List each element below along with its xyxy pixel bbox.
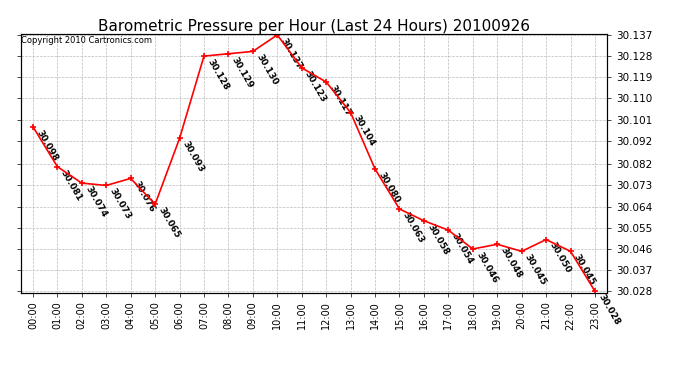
Text: 30.093: 30.093 <box>181 140 206 174</box>
Title: Barometric Pressure per Hour (Last 24 Hours) 20100926: Barometric Pressure per Hour (Last 24 Ho… <box>98 19 530 34</box>
Text: 30.098: 30.098 <box>34 128 59 162</box>
Text: 30.123: 30.123 <box>303 69 328 104</box>
Text: 30.129: 30.129 <box>230 55 255 90</box>
Text: 30.117: 30.117 <box>328 83 353 118</box>
Text: 30.046: 30.046 <box>474 251 500 285</box>
Text: Copyright 2010 Cartronics.com: Copyright 2010 Cartronics.com <box>21 36 152 45</box>
Text: 30.130: 30.130 <box>254 53 279 87</box>
Text: 30.074: 30.074 <box>83 184 108 219</box>
Text: 30.063: 30.063 <box>401 210 426 244</box>
Text: 30.048: 30.048 <box>499 246 524 280</box>
Text: 30.076: 30.076 <box>132 180 157 214</box>
Text: 30.081: 30.081 <box>59 168 83 202</box>
Text: 30.045: 30.045 <box>572 253 597 287</box>
Text: 30.054: 30.054 <box>450 231 475 266</box>
Text: 30.104: 30.104 <box>352 114 377 148</box>
Text: 30.065: 30.065 <box>157 206 181 240</box>
Text: 30.073: 30.073 <box>108 187 132 221</box>
Text: 30.128: 30.128 <box>206 57 230 92</box>
Text: 30.028: 30.028 <box>596 293 622 327</box>
Text: 30.137: 30.137 <box>279 36 304 71</box>
Text: 30.058: 30.058 <box>425 222 451 256</box>
Text: 30.080: 30.080 <box>377 170 402 204</box>
Text: 30.050: 30.050 <box>547 241 573 275</box>
Text: 30.045: 30.045 <box>523 253 548 287</box>
